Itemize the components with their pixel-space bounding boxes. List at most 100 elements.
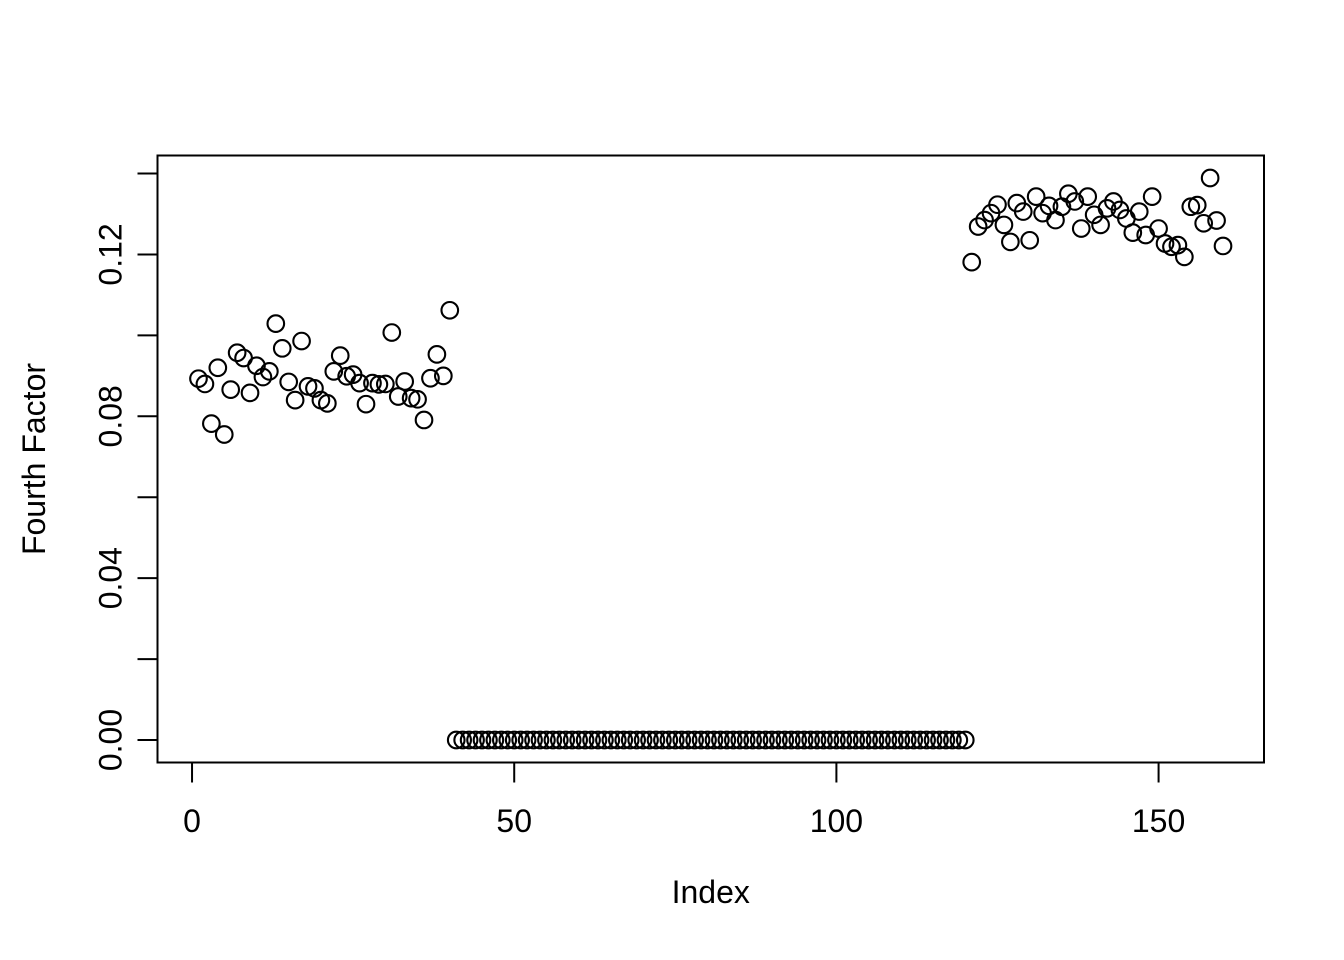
plot-area-border xyxy=(156,154,1265,764)
data-point xyxy=(794,730,814,750)
data-point xyxy=(936,730,956,750)
x-tick-label: 100 xyxy=(810,803,863,839)
data-point xyxy=(595,730,614,750)
data-point xyxy=(801,730,820,750)
data-point xyxy=(743,730,762,750)
data-point xyxy=(704,730,724,750)
data-point xyxy=(227,343,247,363)
data-point xyxy=(453,730,473,750)
data-point xyxy=(943,730,962,750)
data-point xyxy=(968,217,988,236)
data-point xyxy=(1129,202,1149,221)
data-point xyxy=(575,730,595,750)
data-point xyxy=(537,730,556,750)
data-point xyxy=(1097,198,1117,218)
data-point xyxy=(814,730,833,750)
data-point xyxy=(582,730,601,750)
data-point xyxy=(1194,213,1214,233)
data-point xyxy=(382,323,402,342)
y-axis-title: Fourth Factor xyxy=(16,363,52,555)
data-point xyxy=(904,730,924,750)
data-point xyxy=(202,414,221,433)
data-point xyxy=(1200,168,1220,188)
data-point xyxy=(852,730,872,750)
data-point xyxy=(781,730,801,750)
data-point xyxy=(601,730,621,750)
data-point xyxy=(279,372,299,392)
data-point xyxy=(1078,187,1098,206)
data-point xyxy=(917,730,936,750)
data-point xyxy=(878,730,898,750)
data-point xyxy=(962,252,982,272)
data-point xyxy=(930,730,949,750)
data-point xyxy=(485,730,505,750)
data-point xyxy=(820,730,840,750)
data-point xyxy=(736,730,756,750)
data-point xyxy=(285,390,305,410)
data-point xyxy=(633,730,653,750)
data-point xyxy=(1091,215,1110,235)
data-point xyxy=(491,730,511,750)
data-point xyxy=(730,730,750,750)
x-tick-label: 50 xyxy=(496,803,532,839)
data-point xyxy=(717,730,737,750)
data-point xyxy=(292,331,311,351)
data-point xyxy=(891,730,911,750)
data-point xyxy=(1013,202,1033,221)
data-point xyxy=(1187,195,1207,215)
data-point xyxy=(427,345,447,364)
data-point xyxy=(1175,247,1194,267)
data-point xyxy=(543,730,563,750)
data-point xyxy=(762,730,782,750)
data-point xyxy=(556,730,576,750)
data-point xyxy=(504,730,524,750)
data-point xyxy=(807,730,827,750)
data-point xyxy=(1020,230,1040,250)
y-axis-ticks: 0.00 0.04 0.08 0.12 xyxy=(93,172,158,771)
data-point xyxy=(646,730,666,750)
data-point xyxy=(253,367,273,387)
data-point xyxy=(266,314,286,333)
data-point xyxy=(350,373,369,393)
data-point xyxy=(517,730,537,750)
data-point xyxy=(318,394,337,413)
y-tick-label: 0.04 xyxy=(93,547,129,609)
data-point xyxy=(923,730,943,750)
x-axis-ticks: 0 50 100 150 xyxy=(183,762,1185,839)
data-point xyxy=(324,362,344,381)
y-tick-label: 0.08 xyxy=(93,385,129,447)
data-point xyxy=(433,366,453,386)
data-point xyxy=(872,730,891,750)
data-point xyxy=(446,730,466,750)
data-point xyxy=(975,210,994,230)
data-point xyxy=(221,380,241,399)
data-point xyxy=(466,730,485,750)
data-point xyxy=(479,730,498,750)
data-point xyxy=(588,730,608,750)
x-axis-title: Index xyxy=(672,874,750,910)
data-point xyxy=(414,410,434,430)
data-point xyxy=(988,195,1007,215)
data-point xyxy=(363,373,382,393)
data-point xyxy=(440,300,460,320)
data-point xyxy=(659,730,679,750)
data-point xyxy=(569,730,589,750)
data-point xyxy=(375,374,395,394)
data-point xyxy=(208,358,228,378)
data-point xyxy=(865,730,885,750)
data-point xyxy=(401,388,421,408)
data-point xyxy=(272,338,292,358)
data-point xyxy=(833,730,853,750)
data-point xyxy=(788,730,808,750)
data-point xyxy=(524,730,543,750)
data-point xyxy=(498,730,518,750)
data-point xyxy=(685,730,704,750)
data-point xyxy=(330,346,350,365)
data-point xyxy=(723,730,743,750)
data-point xyxy=(408,389,427,409)
data-point xyxy=(749,730,769,750)
data-point xyxy=(189,369,208,389)
data-point xyxy=(1071,219,1091,238)
